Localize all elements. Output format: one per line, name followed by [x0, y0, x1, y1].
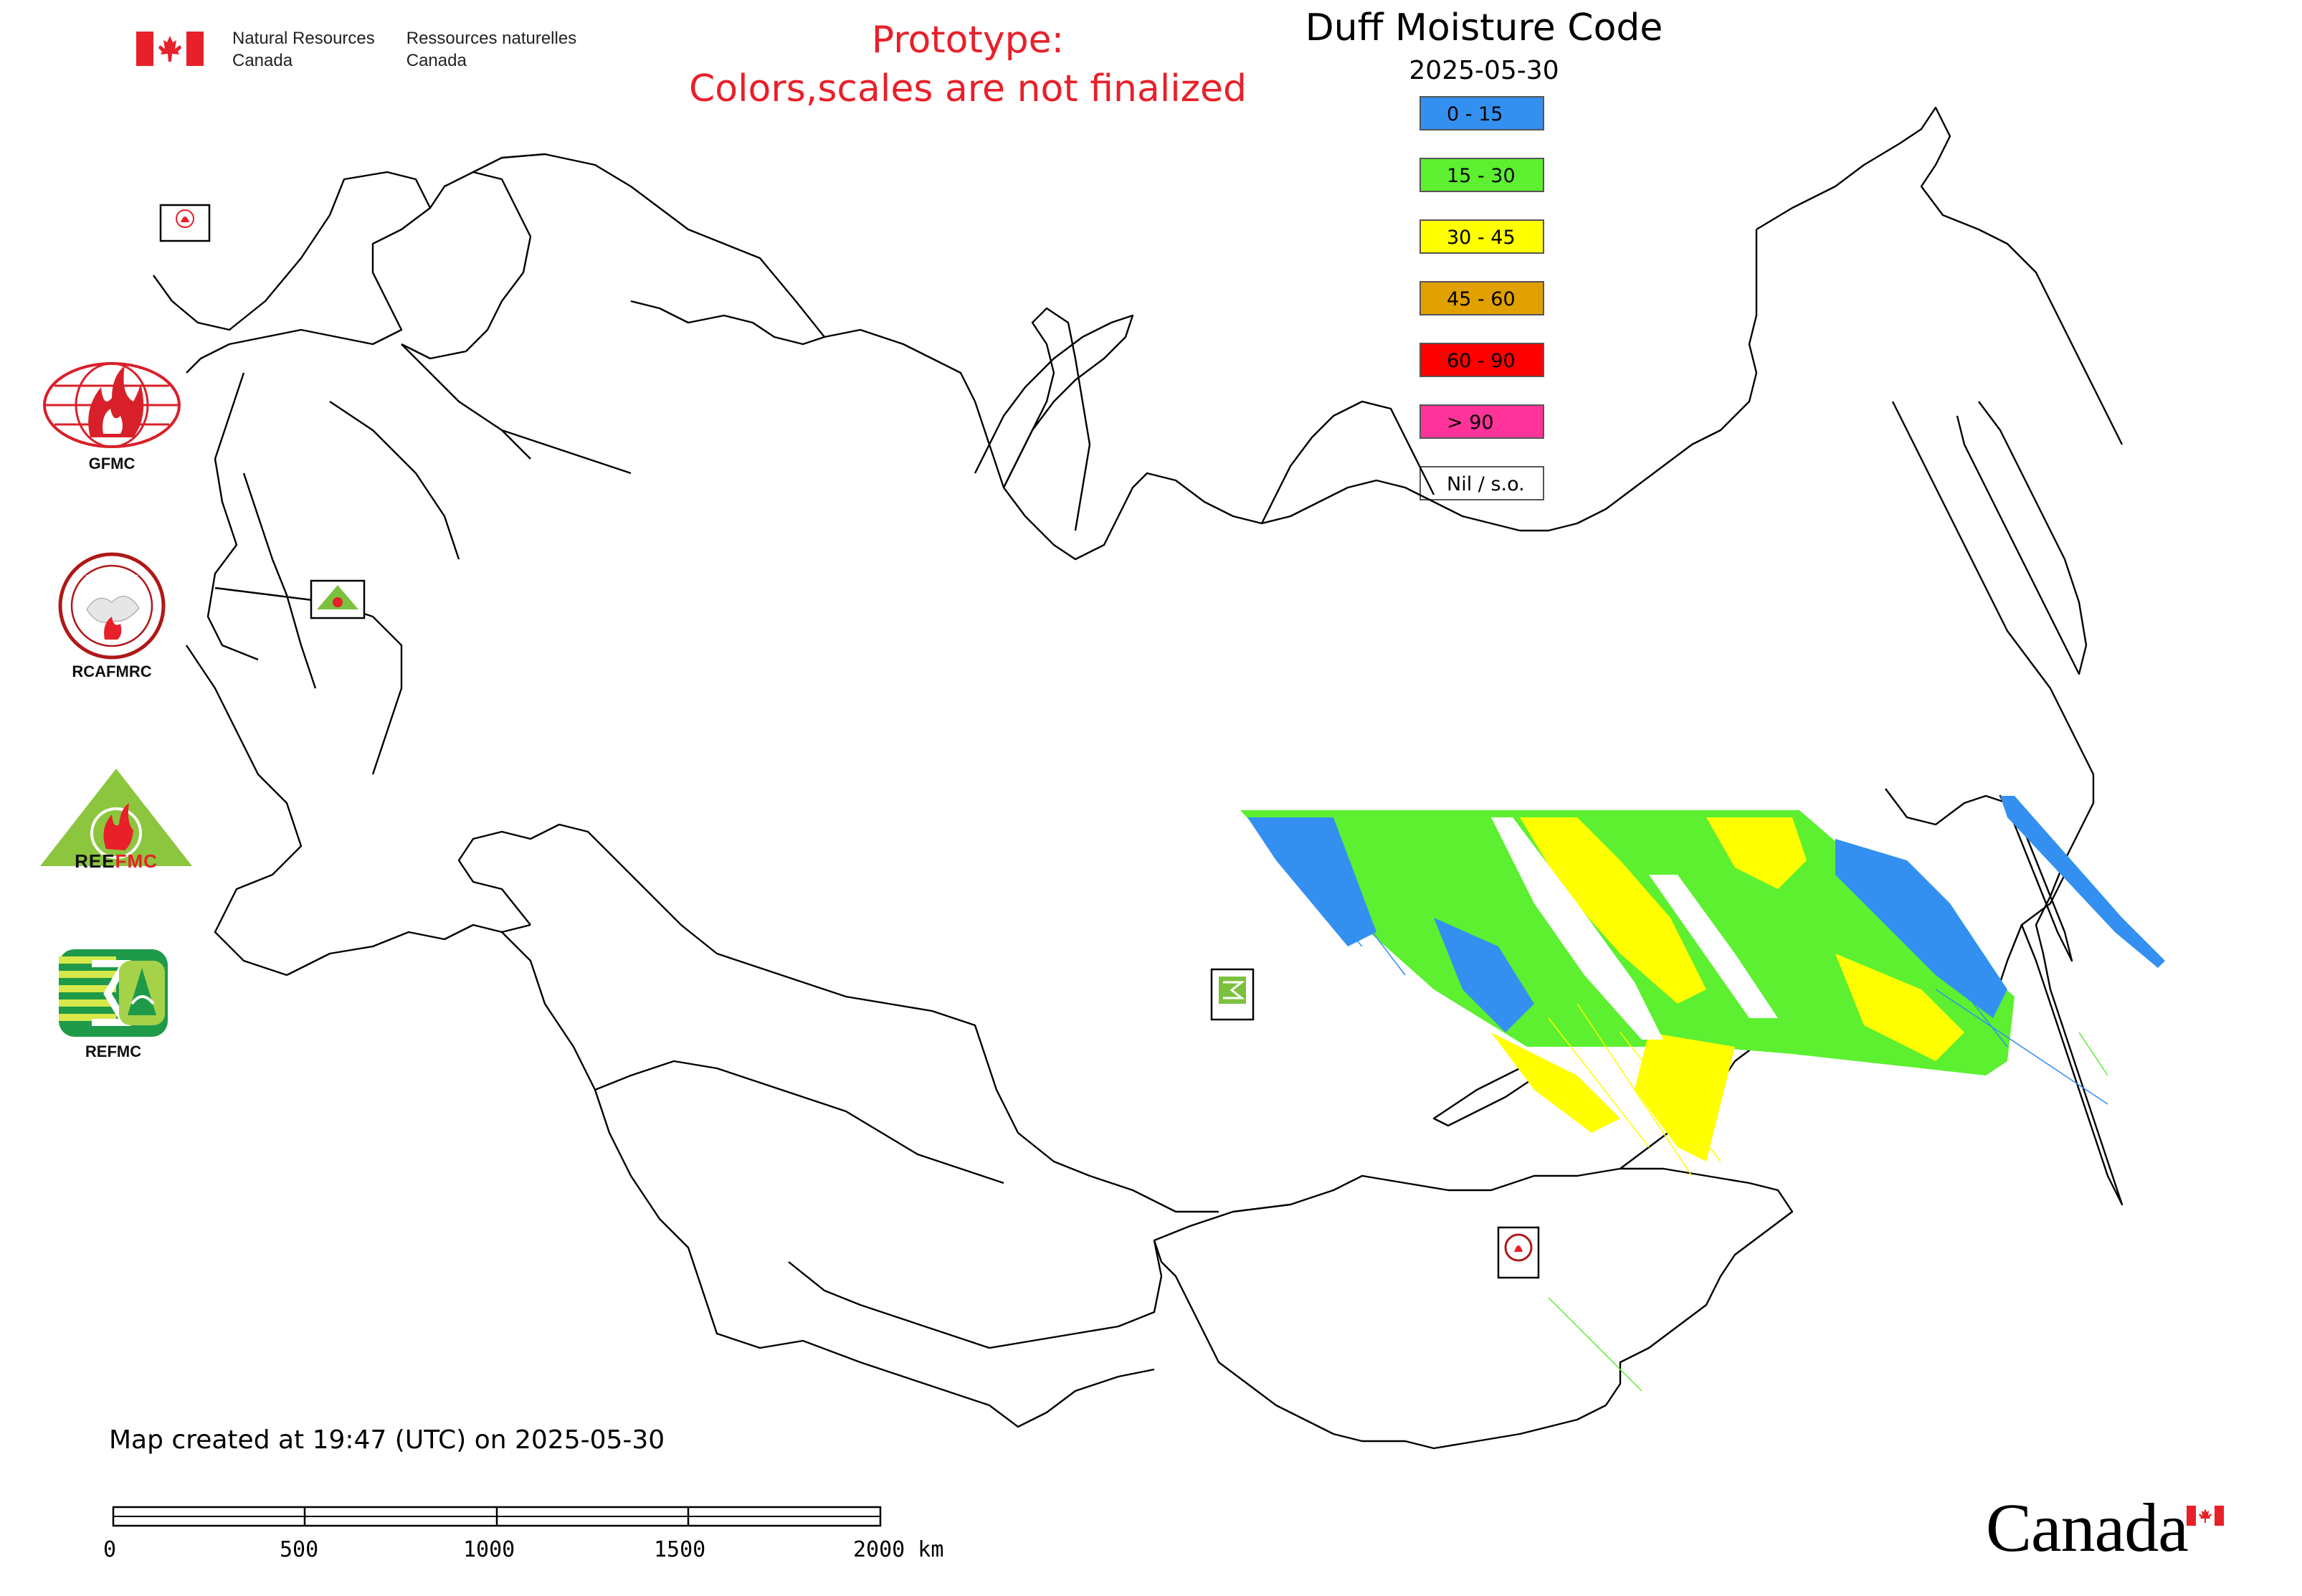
- prototype-line2: Colors,scales are not finalized: [688, 67, 1247, 110]
- swath-streaks-blue: [1261, 824, 2108, 1105]
- swath-yellow-5: [1491, 1032, 1620, 1133]
- arctic-coast: [824, 229, 1758, 561]
- central-asia-border: [788, 1240, 1163, 1349]
- map-marker-rcafmrc: [1497, 1226, 1540, 1279]
- internal-border-2: [329, 401, 460, 560]
- legend-item-nil: Nil / s.o.: [1419, 466, 1544, 500]
- reefmc-logo-text: REEFMC: [75, 850, 158, 872]
- scale-label-2000km: 2000 km: [853, 1537, 944, 1562]
- scale-label-0: 0: [103, 1537, 117, 1562]
- black-sea-coast: [286, 923, 531, 977]
- russia-kazakhstan-border: [457, 823, 1219, 1213]
- chukotka: [1756, 106, 2123, 445]
- canada-wordmark-flag-icon: [2187, 1506, 2224, 1526]
- reefmc-triangle-icon: [40, 769, 192, 866]
- nrcan-signature: Natural Resources Canada Ressources natu…: [136, 27, 576, 72]
- scandinavia-outline: [153, 171, 432, 374]
- belarus-border: [214, 586, 403, 775]
- kazakhstan-inner: [594, 1060, 1004, 1184]
- rcafmrc-label: RCAFMRC: [72, 662, 152, 680]
- ukraine-border: [186, 645, 303, 977]
- swath-yellow-2: [1706, 817, 1807, 889]
- dept-fr-line2: Canada: [406, 51, 467, 70]
- yamal-peninsula: [1002, 307, 1091, 531]
- map-created-note: Map created at 19:47 (UTC) on 2025-05-30: [109, 1425, 665, 1455]
- swath-yellow-3: [1635, 1032, 1735, 1162]
- swath-yellow-4: [1835, 954, 1964, 1061]
- dept-en-line1: Natural Resources: [232, 29, 375, 48]
- swath-streaks-yellow: [1548, 1003, 1721, 1177]
- swath-white-gap: [1491, 817, 1663, 1040]
- legend-item-over-90: > 90: [1419, 404, 1544, 439]
- legend-item-60-90: 60 - 90: [1419, 343, 1544, 377]
- swath-streaks-green: [1548, 1032, 2108, 1392]
- rcafmrc-logo: RCAFMRC: [54, 552, 169, 681]
- map-marker-reefmc: [310, 579, 366, 619]
- canada-wordmark: Canada: [1986, 1489, 2189, 1566]
- canada-flag-icon: [136, 32, 204, 66]
- legend-item-45-60: 45 - 60: [1419, 281, 1544, 315]
- finland-outline: [401, 171, 532, 360]
- reefmc-logo: REEFMC: [37, 767, 195, 878]
- internal-border-3: [501, 429, 632, 475]
- okhotsk-blue-streak: [2000, 796, 2165, 968]
- refmc-sigma-icon: [59, 949, 168, 1037]
- legend-item-0-15: 0 - 15: [1419, 96, 1544, 130]
- dmc-data-swath: [1240, 796, 2165, 1392]
- swath-blue-east: [1835, 839, 2007, 1018]
- caucasus-caspian: [501, 931, 1155, 1428]
- scale-label-1500: 1500: [654, 1537, 706, 1562]
- map-marker-refmc: [1210, 968, 1255, 1021]
- map-title: Duff Moisture Code: [1305, 6, 1663, 49]
- internal-border-1: [401, 343, 531, 460]
- kamchatka: [1956, 401, 2088, 675]
- baltic-coast: [206, 372, 259, 661]
- dept-name-fr: Ressources naturelles Canada: [406, 27, 576, 72]
- gfmc-globe-icon: [43, 362, 181, 448]
- gfmc-logo: GFMC: [40, 358, 184, 473]
- kola-peninsula: [472, 153, 826, 346]
- dept-fr-line1: Ressources naturelles: [406, 29, 577, 48]
- swath-yellow-1: [1520, 817, 1706, 1004]
- scale-label-500: 500: [280, 1537, 319, 1562]
- novaya-zemlya: [974, 314, 1134, 488]
- map-date: 2025-05-30: [1409, 56, 1559, 85]
- gfmc-label: GFMC: [88, 455, 135, 472]
- swath-blue-north: [1247, 817, 1376, 946]
- dept-name-en: Natural Resources Canada: [232, 27, 375, 72]
- legend-item-15-30: 15 - 30: [1419, 158, 1544, 192]
- swath-white-gap-2: [1649, 875, 1778, 1018]
- map-marker-gfmc: [159, 204, 211, 242]
- mongolia-outline: [1153, 1167, 1794, 1450]
- rcafmrc-seal-icon: [58, 552, 166, 660]
- prototype-notice: Prototype: Colors,scales are not finaliz…: [645, 16, 1290, 113]
- legend-item-30-45: 30 - 45: [1419, 219, 1544, 254]
- prototype-line1: Prototype:: [871, 19, 1065, 62]
- taymyr-peninsula: [1260, 400, 1435, 524]
- dept-en-line2: Canada: [232, 51, 293, 70]
- scale-bar: [112, 1506, 882, 1527]
- refmc-logo: REFMC: [56, 946, 171, 1061]
- refmc-label: REFMC: [85, 1042, 142, 1060]
- scale-label-1000: 1000: [463, 1537, 515, 1562]
- eastern-europe-west: [242, 472, 317, 689]
- swath-blue-mid: [1434, 918, 1534, 1032]
